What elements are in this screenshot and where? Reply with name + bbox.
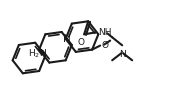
Text: H$_2$N: H$_2$N	[28, 47, 47, 60]
Text: N: N	[63, 34, 70, 44]
Text: O: O	[78, 38, 85, 47]
Text: O: O	[101, 41, 108, 50]
Text: NH: NH	[98, 28, 112, 37]
Text: N: N	[119, 50, 125, 59]
